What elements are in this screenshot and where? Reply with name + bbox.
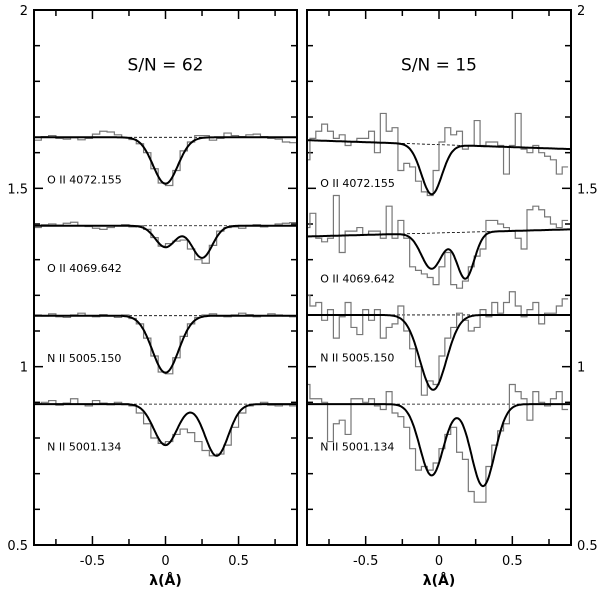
x-axis-label: λ(Å) xyxy=(423,572,456,589)
panel-title: S/N = 62 xyxy=(128,56,204,76)
fit-curve xyxy=(34,224,297,259)
line-label: O II 4069.642 xyxy=(320,272,395,285)
spectrum-n-ii-5005-150: N II 5005.150 xyxy=(307,291,571,396)
y-tick-label: 0.5 xyxy=(7,539,28,554)
fit-curve xyxy=(307,403,571,488)
fit-curve xyxy=(34,136,297,185)
observed-spectrum xyxy=(307,291,569,396)
fit-curve xyxy=(307,314,571,391)
spectrum-n-ii-5001-134: N II 5001.134 xyxy=(34,398,297,457)
spectrum-o-ii-4072-155: O II 4072.155 xyxy=(34,130,297,187)
x-tick-label: 0.5 xyxy=(502,554,523,569)
x-tick-label: 0 xyxy=(161,554,169,569)
line-label: O II 4072.155 xyxy=(47,174,122,187)
y-tick-label: 1 xyxy=(577,361,585,376)
line-label: O II 4069.642 xyxy=(47,262,122,275)
observed-spectrum xyxy=(307,112,569,197)
line-label: N II 5005.150 xyxy=(320,351,394,364)
panel-2: -0.5 0 0.5 0.5 1 1.5 2 λ(Å) S/N = 15 O II 4072.15… xyxy=(306,4,598,589)
line-label: N II 5005.150 xyxy=(47,352,121,365)
line-label: N II 5001.134 xyxy=(320,440,394,453)
x-axis-label: λ(Å) xyxy=(149,572,182,589)
y-tick-label: 0.5 xyxy=(577,539,598,554)
y-tick-label: 1.5 xyxy=(577,182,598,197)
y-tick-label: 2 xyxy=(20,4,28,19)
spectrum-o-ii-4069-642: O II 4069.642 xyxy=(34,221,297,275)
observed-spectrum xyxy=(307,194,569,289)
spectrum-o-ii-4072-155: O II 4072.155 xyxy=(306,112,572,197)
panel-frame xyxy=(33,9,298,546)
x-tick-label: 0.5 xyxy=(228,554,249,569)
spectrum-o-ii-4069-642: O II 4069.642 xyxy=(306,194,572,289)
panel-title: S/N = 15 xyxy=(401,56,477,76)
spectrum-n-ii-5001-134: N II 5001.134 xyxy=(307,383,571,503)
x-tick-label: -0.5 xyxy=(353,554,378,569)
line-label: O II 4072.155 xyxy=(320,177,395,190)
panel-1: -0.5 0 0.5 0.5 1 1.5 2 λ(Å) S/N = 62 O II 4072.15… xyxy=(7,4,298,589)
spectrum-n-ii-5005-150: N II 5005.150 xyxy=(34,312,297,375)
observed-spectrum xyxy=(34,221,297,264)
y-tick-label: 1.5 xyxy=(7,182,28,197)
y-tick-label: 2 xyxy=(577,4,585,19)
fit-curve xyxy=(307,139,571,196)
line-label: N II 5001.134 xyxy=(47,440,121,453)
y-tick-label: 1 xyxy=(20,361,28,376)
x-tick-label: -0.5 xyxy=(80,554,105,569)
x-tick-label: 0 xyxy=(435,554,443,569)
fit-curve xyxy=(34,403,297,457)
fit-curve xyxy=(34,314,297,374)
fit-curve xyxy=(307,228,571,280)
panel-frame xyxy=(306,9,572,546)
